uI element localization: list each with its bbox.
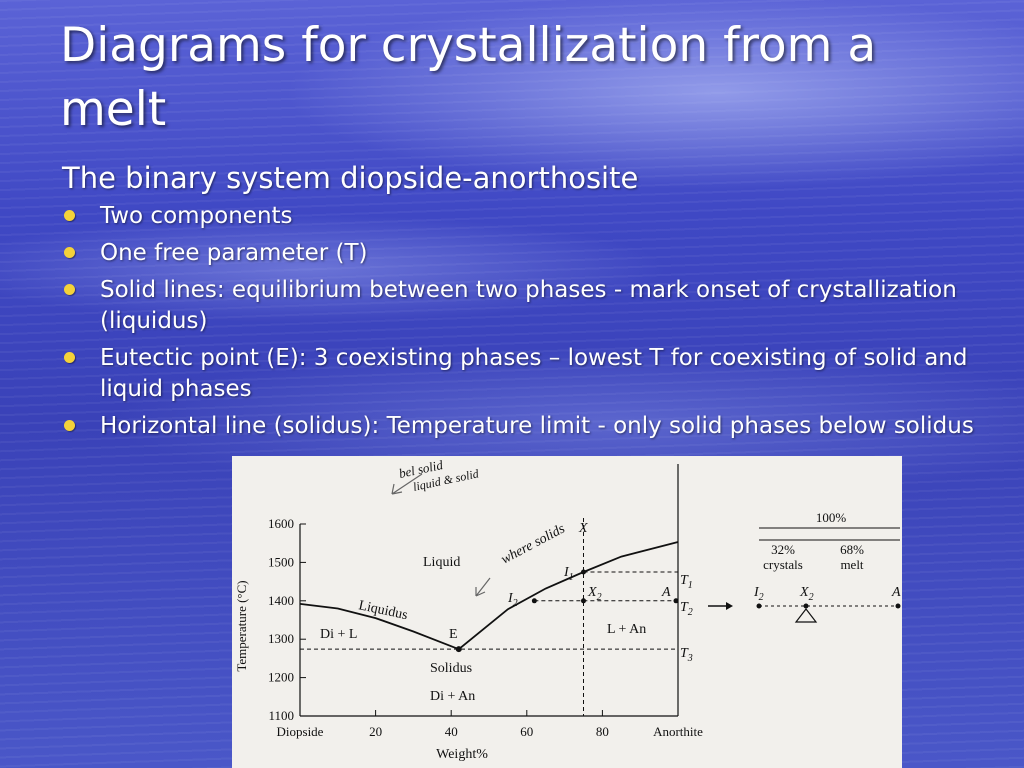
phase-diagram-svg: bel solid liquid & solid where solids 16… (234, 457, 901, 762)
lever-a-label: A (891, 585, 901, 600)
bullet-text: Eutectic point (E): 3 coexisting phases … (100, 345, 968, 402)
bullet-item: Eutectic point (E): 3 coexisting phases … (62, 343, 982, 405)
i1-point (581, 569, 586, 575)
bullet-item: One free parameter (T) (62, 238, 982, 269)
lever-a-point (895, 603, 901, 609)
x2-label: X2 (587, 585, 602, 603)
bullet-dot-icon (64, 210, 75, 221)
bullet-item: Solid lines: equilibrium between two pha… (62, 275, 982, 337)
lever-arrow-head-icon (726, 602, 733, 610)
lever-x2-label: X2 (799, 585, 814, 603)
x-tick-label: 20 (369, 724, 382, 739)
y-tick-label: 1200 (268, 670, 294, 685)
a-label: A (661, 585, 671, 600)
bullet-list: Two components One free parameter (T) So… (62, 201, 982, 448)
t1-label: T1 (680, 573, 693, 591)
lever-crystals-pct: 32% (771, 542, 795, 557)
bullet-item: Horizontal line (solidus): Temperature l… (62, 411, 982, 442)
x2-point (581, 598, 586, 604)
bullet-item: Two components (62, 201, 982, 232)
lever-x2-point (803, 603, 809, 609)
y-tick-label: 1300 (268, 631, 294, 646)
t3-label: T3 (680, 646, 693, 664)
liquidus-left-curve (299, 603, 460, 651)
bullet-dot-icon (64, 420, 75, 431)
lever-rule-inset: 100% 32% crystals 68% melt I2 X2 A (753, 510, 901, 623)
x-axis-label: Weight% (436, 747, 488, 762)
bullet-text: Two components (100, 203, 293, 229)
x-tick-label: 80 (596, 724, 609, 739)
bullet-text: One free parameter (T) (100, 240, 368, 266)
x-ticks: Diopside 20 40 60 80 Anorthite (277, 710, 703, 739)
handwriting-arrow (475, 577, 491, 597)
liquidus-label: Liquidus (357, 598, 409, 623)
x-tick-label: Anorthite (653, 724, 703, 739)
lever-i2-point (756, 603, 762, 609)
bullet-text: Horizontal line (solidus): Temperature l… (100, 413, 974, 439)
slide-subtitle: The binary system diopside-anorthosite (62, 161, 639, 195)
i2-point (531, 598, 537, 604)
lever-crystals-label: crystals (763, 557, 803, 572)
x-point-label: X (578, 521, 588, 536)
handwriting-arrow (391, 473, 423, 495)
y-tick-label: 1600 (268, 516, 294, 531)
t2-label: T2 (680, 600, 693, 618)
x-tick-label: 40 (445, 724, 458, 739)
bullet-text: Solid lines: equilibrium between two pha… (100, 277, 957, 334)
solidus-label: Solidus (430, 661, 472, 676)
bullet-dot-icon (64, 247, 75, 258)
bullet-dot-icon (64, 284, 75, 295)
x-tick-label: 60 (520, 724, 533, 739)
liquid-region-label: Liquid (423, 555, 460, 570)
a-point (673, 598, 679, 604)
lever-melt-pct: 68% (840, 542, 864, 557)
di-l-region-label: Di + L (320, 627, 357, 642)
bullet-dot-icon (64, 352, 75, 363)
y-tick-label: 1100 (268, 708, 294, 723)
l-an-region-label: L + An (607, 622, 646, 637)
eutectic-label: E (449, 627, 458, 642)
fulcrum-triangle-icon (794, 608, 818, 623)
lever-melt-label: melt (840, 557, 863, 572)
di-an-region-label: Di + An (430, 689, 475, 704)
lever-total-label: 100% (816, 510, 847, 525)
i2-label: I2 (507, 591, 518, 609)
x-tick-label: Diopside (277, 724, 324, 739)
y-tick-label: 1500 (268, 554, 294, 569)
eutectic-point (455, 646, 462, 653)
phase-diagram-figure: bel solid liquid & solid where solids 16… (232, 456, 902, 768)
y-axis-label: Temperature (°C) (234, 580, 249, 671)
handwriting-mid: where solids (499, 521, 568, 567)
i1-label: I1 (563, 565, 574, 583)
lever-i2-label: I2 (753, 585, 764, 603)
liquidus-right-curve (458, 541, 679, 650)
y-ticks: 1600 1500 1400 1300 1200 1100 (268, 516, 306, 723)
slide-title: Diagrams for crystallization from a melt (60, 18, 877, 137)
y-tick-label: 1400 (268, 593, 294, 608)
